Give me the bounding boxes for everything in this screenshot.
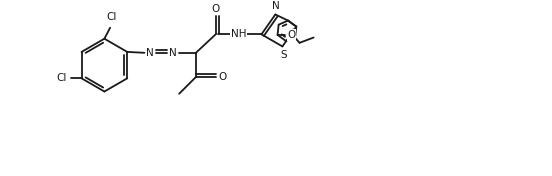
Text: Cl: Cl — [107, 12, 117, 22]
Text: NH: NH — [231, 29, 246, 39]
Text: N: N — [272, 1, 280, 11]
Text: O: O — [287, 30, 295, 40]
Text: O: O — [211, 4, 220, 14]
Text: N: N — [146, 48, 154, 58]
Text: O: O — [219, 72, 226, 82]
Text: Cl: Cl — [57, 73, 67, 83]
Text: S: S — [281, 49, 288, 59]
Text: N: N — [169, 48, 177, 58]
